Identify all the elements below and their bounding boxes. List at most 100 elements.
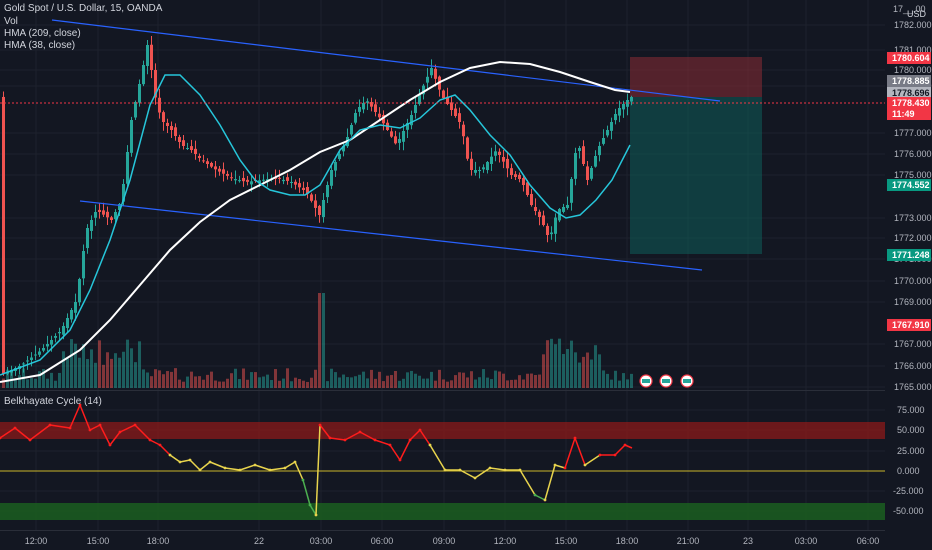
candle-body [506, 158, 509, 169]
svg-text:1767.910: 1767.910 [892, 320, 930, 330]
osc-axis-label: 25.000 [897, 446, 925, 456]
volume-bar [262, 376, 265, 388]
candle-body [630, 97, 633, 102]
candle-body [238, 180, 241, 182]
volume-bar [414, 373, 417, 388]
volume-bar [386, 375, 389, 388]
svg-text:1774.552: 1774.552 [892, 180, 930, 190]
volume-bar [538, 374, 541, 388]
volume-bar [130, 348, 133, 388]
candle-body [82, 251, 85, 279]
event-flag-icon[interactable] [639, 374, 653, 388]
candle-body [434, 68, 437, 79]
belkhayate-cycle-line [0, 403, 633, 517]
candle-body [282, 179, 285, 182]
candle-body [338, 154, 341, 160]
candle-body [570, 179, 573, 203]
price-axis[interactable]: 17__.001782.0001781.0001780.0001779.0001… [887, 4, 932, 392]
candle-body [182, 140, 185, 146]
time-axis-label: 09:00 [433, 536, 456, 546]
price-axis-label: 1770.000 [894, 276, 932, 286]
volume-bar [454, 375, 457, 388]
candle-body [502, 157, 505, 162]
candle-body [162, 112, 165, 122]
volume-bar [102, 364, 105, 388]
candle-body [626, 100, 629, 107]
volume-bar [206, 374, 209, 388]
candle-body [198, 155, 201, 158]
volume-bar [570, 340, 573, 388]
volume-bar [598, 354, 601, 388]
candle-body [614, 114, 617, 121]
candle-body [30, 357, 33, 361]
volume-bar [250, 372, 253, 388]
volume-bar [498, 371, 501, 388]
volume-bar [394, 370, 397, 388]
oscillator-axis[interactable]: 75.000 50.000 25.000 0.000 -25.000 -50.000 [893, 405, 925, 516]
volume-bar [218, 381, 221, 388]
candle-body [318, 205, 321, 215]
volume-bar [154, 369, 157, 388]
candle-body [154, 69, 157, 98]
chart-title[interactable]: Gold Spot / U.S. Dollar, 15, OANDA [4, 3, 163, 14]
volume-bar [254, 372, 257, 388]
volume-bar [18, 375, 21, 388]
candle-body [354, 113, 357, 123]
volume-bar [266, 374, 269, 388]
candle-body [370, 102, 373, 107]
currency-label[interactable]: USD [906, 9, 926, 19]
candle-body [150, 44, 153, 70]
price-axis-label: 1767.000 [894, 339, 932, 349]
svg-text:1780.604: 1780.604 [892, 53, 930, 63]
volume-bar [622, 373, 625, 388]
volume-bar [562, 354, 565, 388]
stop-loss-zone[interactable] [630, 57, 762, 97]
osc-axis-label: 0.000 [897, 466, 920, 476]
candle-body [586, 166, 589, 180]
volume-bar [402, 378, 405, 388]
candle-body [218, 168, 221, 172]
volume-bar [6, 369, 9, 388]
candle-body [330, 170, 333, 186]
channel-lower-line[interactable] [79, 200, 703, 271]
legend-oscillator[interactable]: Belkhayate Cycle (14) [4, 396, 102, 407]
volume-bar [182, 381, 185, 388]
volume-bar [530, 373, 533, 388]
volume-bar [290, 381, 293, 388]
candle-body [598, 146, 601, 156]
candle-body [42, 348, 45, 351]
legend-vol[interactable]: Vol [4, 16, 18, 27]
volume-bar [170, 371, 173, 388]
candle-body [550, 232, 553, 235]
take-profit-zone[interactable] [630, 97, 762, 254]
event-flag-icon[interactable] [680, 374, 694, 388]
candle-body [34, 354, 37, 356]
pane-separator[interactable] [0, 390, 885, 391]
volume-bar [166, 371, 169, 388]
volume-bar [438, 369, 441, 388]
volume-bar [234, 368, 237, 388]
candle-body [334, 162, 337, 171]
svg-text:1778.430: 1778.430 [892, 98, 930, 108]
volume-bar [406, 372, 409, 388]
legend-hma-209[interactable]: HMA (209, close) [4, 28, 81, 39]
candle-body [466, 137, 469, 159]
volume-bar [502, 373, 505, 388]
volume-bar [374, 378, 377, 388]
volume-bar [478, 377, 481, 388]
time-axis-separator [0, 530, 885, 531]
volume-bar [546, 340, 549, 388]
volume-bar [246, 379, 249, 388]
legend-hma-38[interactable]: HMA (38, close) [4, 40, 76, 51]
candle-body [122, 184, 125, 202]
volume-bar [270, 380, 273, 388]
volume-bar [202, 379, 205, 388]
volume-bar [306, 381, 309, 388]
event-flag-icon[interactable] [659, 374, 673, 388]
volume-bar [146, 372, 149, 388]
price-axis-label: 1766.000 [894, 361, 932, 371]
volume-bar [558, 338, 561, 388]
candle-body [102, 210, 105, 215]
time-axis[interactable]: 12:00 15:00 18:00 22 03:00 06:00 09:00 12:00 15:… [25, 536, 880, 546]
